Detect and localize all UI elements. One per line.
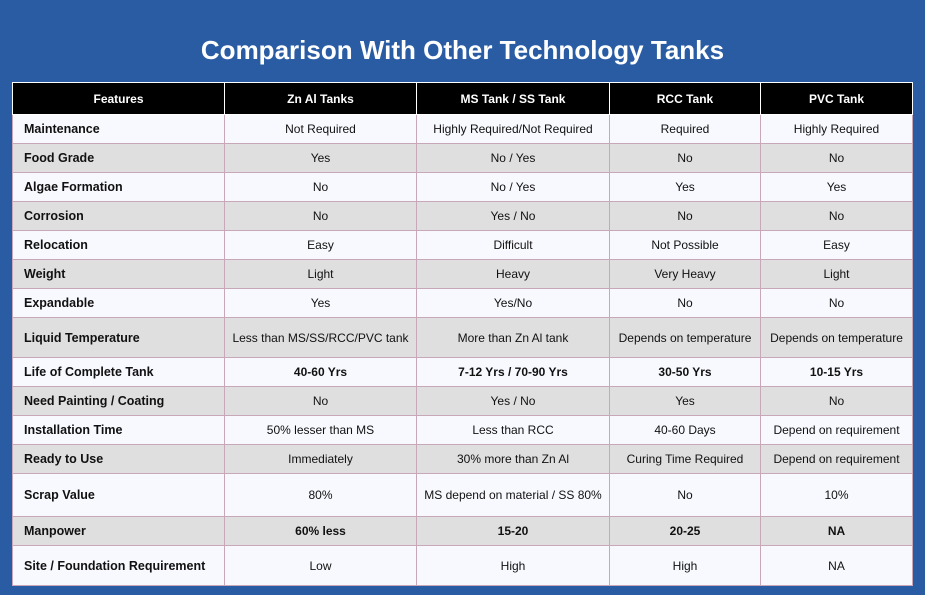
- table-row: Need Painting / Coating No Yes / No Yes …: [12, 386, 913, 416]
- header-ms-ss-tank: MS Tank / SS Tank: [416, 82, 610, 115]
- zn-al-cell: Yes: [224, 288, 417, 318]
- feature-cell: Liquid Temperature: [12, 317, 225, 358]
- ms-ss-cell: 7-12 Yrs / 70-90 Yrs: [416, 357, 610, 387]
- header-rcc-tank: RCC Tank: [609, 82, 761, 115]
- rcc-cell: Very Heavy: [609, 259, 761, 289]
- zn-al-cell: No: [224, 201, 417, 231]
- table-row: Scrap Value 80% MS depend on material / …: [12, 473, 913, 517]
- feature-cell: Food Grade: [12, 143, 225, 173]
- ms-ss-cell: 30% more than Zn Al: [416, 444, 610, 474]
- feature-cell: Manpower: [12, 516, 225, 546]
- rcc-cell: Required: [609, 114, 761, 144]
- pvc-cell: 10-15 Yrs: [760, 357, 913, 387]
- rcc-cell: High: [609, 545, 761, 586]
- feature-cell: Maintenance: [12, 114, 225, 144]
- zn-al-cell: No: [224, 172, 417, 202]
- pvc-cell: No: [760, 386, 913, 416]
- comparison-table: Features Zn Al Tanks MS Tank / SS Tank R…: [12, 82, 913, 586]
- table-row: Weight Light Heavy Very Heavy Light: [12, 259, 913, 289]
- pvc-cell: NA: [760, 516, 913, 546]
- pvc-cell: No: [760, 143, 913, 173]
- rcc-cell: 40-60 Days: [609, 415, 761, 445]
- pvc-cell: Highly Required: [760, 114, 913, 144]
- rcc-cell: Yes: [609, 386, 761, 416]
- zn-al-cell: Light: [224, 259, 417, 289]
- rcc-cell: 30-50 Yrs: [609, 357, 761, 387]
- header-features: Features: [12, 82, 225, 115]
- table-row: Life of Complete Tank 40-60 Yrs 7-12 Yrs…: [12, 357, 913, 387]
- ms-ss-cell: Difficult: [416, 230, 610, 260]
- feature-cell: Need Painting / Coating: [12, 386, 225, 416]
- zn-al-cell: 80%: [224, 473, 417, 517]
- zn-al-cell: 60% less: [224, 516, 417, 546]
- zn-al-cell: Low: [224, 545, 417, 586]
- zn-al-cell: Easy: [224, 230, 417, 260]
- table-header-row: Features Zn Al Tanks MS Tank / SS Tank R…: [12, 82, 913, 115]
- table-row: Expandable Yes Yes/No No No: [12, 288, 913, 318]
- pvc-cell: Yes: [760, 172, 913, 202]
- rcc-cell: No: [609, 201, 761, 231]
- table-row: Food Grade Yes No / Yes No No: [12, 143, 913, 173]
- pvc-cell: No: [760, 288, 913, 318]
- feature-cell: Relocation: [12, 230, 225, 260]
- rcc-cell: Depends on temperature: [609, 317, 761, 358]
- feature-cell: Site / Foundation Requirement: [12, 545, 225, 586]
- zn-al-cell: 50% lesser than MS: [224, 415, 417, 445]
- header-zn-al-tanks: Zn Al Tanks: [224, 82, 417, 115]
- zn-al-cell: Less than MS/SS/RCC/PVC tank: [224, 317, 417, 358]
- ms-ss-cell: Yes/No: [416, 288, 610, 318]
- pvc-cell: No: [760, 201, 913, 231]
- table-row: Installation Time 50% lesser than MS Les…: [12, 415, 913, 445]
- feature-cell: Scrap Value: [12, 473, 225, 517]
- rcc-cell: No: [609, 473, 761, 517]
- ms-ss-cell: Yes / No: [416, 386, 610, 416]
- ms-ss-cell: Heavy: [416, 259, 610, 289]
- ms-ss-cell: Less than RCC: [416, 415, 610, 445]
- pvc-cell: Easy: [760, 230, 913, 260]
- feature-cell: Life of Complete Tank: [12, 357, 225, 387]
- pvc-cell: Light: [760, 259, 913, 289]
- feature-cell: Algae Formation: [12, 172, 225, 202]
- pvc-cell: Depend on requirement: [760, 415, 913, 445]
- feature-cell: Weight: [12, 259, 225, 289]
- table-row: Liquid Temperature Less than MS/SS/RCC/P…: [12, 317, 913, 358]
- rcc-cell: Not Possible: [609, 230, 761, 260]
- feature-cell: Ready to Use: [12, 444, 225, 474]
- ms-ss-cell: Highly Required/Not Required: [416, 114, 610, 144]
- pvc-cell: NA: [760, 545, 913, 586]
- table-row: Relocation Easy Difficult Not Possible E…: [12, 230, 913, 260]
- page-title: Comparison With Other Technology Tanks: [200, 35, 725, 65]
- zn-al-cell: Not Required: [224, 114, 417, 144]
- zn-al-cell: 40-60 Yrs: [224, 357, 417, 387]
- feature-cell: Expandable: [12, 288, 225, 318]
- ms-ss-cell: No / Yes: [416, 143, 610, 173]
- table-row: Algae Formation No No / Yes Yes Yes: [12, 172, 913, 202]
- table-row: Ready to Use Immediately 30% more than Z…: [12, 444, 913, 474]
- zn-al-cell: Yes: [224, 143, 417, 173]
- pvc-cell: Depend on requirement: [760, 444, 913, 474]
- ms-ss-cell: More than Zn Al tank: [416, 317, 610, 358]
- ms-ss-cell: MS depend on material / SS 80%: [416, 473, 610, 517]
- rcc-cell: 20-25: [609, 516, 761, 546]
- ms-ss-cell: 15-20: [416, 516, 610, 546]
- rcc-cell: No: [609, 143, 761, 173]
- header-pvc-tank: PVC Tank: [760, 82, 913, 115]
- pvc-cell: 10%: [760, 473, 913, 517]
- table-row: Manpower 60% less 15-20 20-25 NA: [12, 516, 913, 546]
- ms-ss-cell: Yes / No: [416, 201, 610, 231]
- table-row: Site / Foundation Requirement Low High H…: [12, 545, 913, 586]
- rcc-cell: Curing Time Required: [609, 444, 761, 474]
- ms-ss-cell: No / Yes: [416, 172, 610, 202]
- rcc-cell: Yes: [609, 172, 761, 202]
- table-row: Maintenance Not Required Highly Required…: [12, 114, 913, 144]
- table-row: Corrosion No Yes / No No No: [12, 201, 913, 231]
- pvc-cell: Depends on temperature: [760, 317, 913, 358]
- ms-ss-cell: High: [416, 545, 610, 586]
- feature-cell: Installation Time: [12, 415, 225, 445]
- zn-al-cell: Immediately: [224, 444, 417, 474]
- zn-al-cell: No: [224, 386, 417, 416]
- feature-cell: Corrosion: [12, 201, 225, 231]
- rcc-cell: No: [609, 288, 761, 318]
